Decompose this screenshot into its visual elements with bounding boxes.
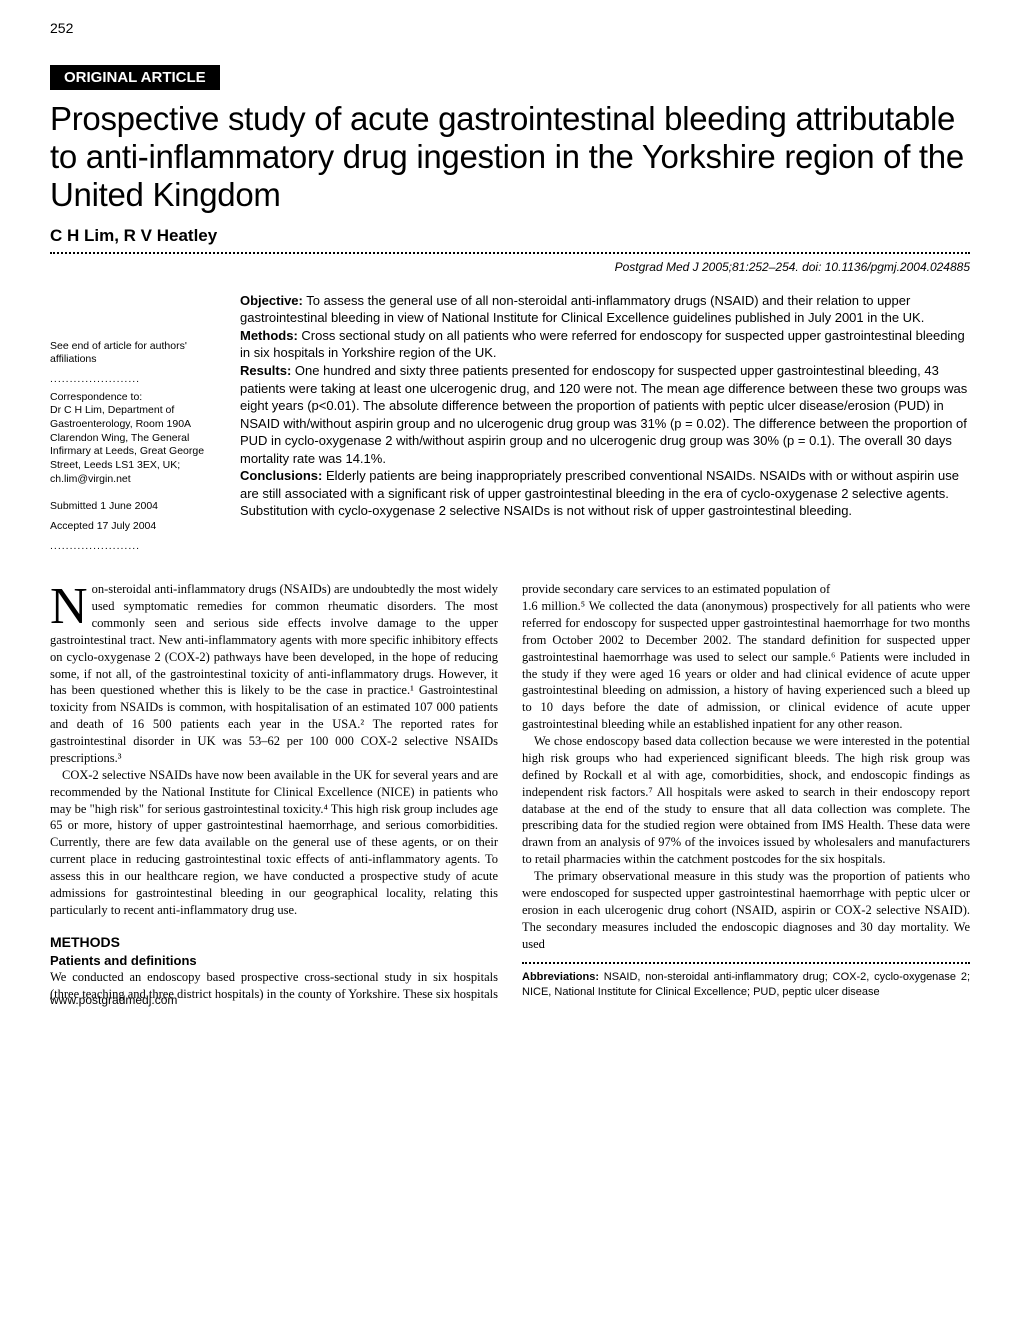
abstract: Objective: To assess the general use of … [240,292,970,557]
methods-label: Methods: [240,328,298,343]
paragraph: COX-2 selective NSAIDs have now been ava… [50,767,498,919]
abbreviations-label: Abbreviations: [522,971,599,983]
sidebar-dots: ....................... [50,540,220,554]
article-type-tag: ORIGINAL ARTICLE [50,65,220,90]
correspondence-body: Dr C H Lim, Department of Gastroenterolo… [50,404,204,484]
affiliation-note: See end of article for authors' affiliat… [50,340,220,367]
footer-url: www.postgradmedj.com [50,993,177,1007]
page-number: 252 [50,20,73,36]
divider-dots [50,252,970,254]
objective-label: Objective: [240,293,303,308]
submitted-date: Submitted 1 June 2004 [50,500,220,514]
conclusions-label: Conclusions: [240,468,322,483]
paragraph: The primary observational measure in thi… [522,868,970,952]
paragraph: 1.6 million.⁵ We collected the data (ano… [522,598,970,733]
methods-text: Cross sectional study on all patients wh… [240,328,965,361]
header-grid: See end of article for authors' affiliat… [50,292,970,557]
vertical-citation: Postgrad Med J: first published as 10.11… [1000,0,1012,100]
conclusions-text: Elderly patients are being inappropriate… [240,468,959,518]
abbreviations-box: Abbreviations: NSAID, non-steroidal anti… [522,962,970,999]
results-text: One hundred and sixty three patients pre… [240,363,967,466]
paragraph: We chose endoscopy based data collection… [522,733,970,868]
paragraph: Non-steroidal anti-inflammatory drugs (N… [50,581,498,767]
results-label: Results: [240,363,291,378]
objective-text: To assess the general use of all non-ste… [240,293,924,326]
article-title: Prospective study of acute gastrointesti… [50,100,970,214]
patients-definitions-heading: Patients and definitions [50,952,498,970]
body-text: Non-steroidal anti-inflammatory drugs (N… [50,581,970,1003]
article-sidebar: See end of article for authors' affiliat… [50,292,220,557]
correspondence-label: Correspondence to: [50,391,142,403]
methods-heading: METHODS [50,933,498,952]
authors: C H Lim, R V Heatley [50,226,970,246]
dropcap: N [50,581,92,629]
p1-text: on-steroidal anti-inflammatory drugs (NS… [50,582,498,765]
sidebar-dots: ....................... [50,373,220,387]
accepted-date: Accepted 17 July 2004 [50,520,220,534]
journal-citation: Postgrad Med J 2005;81:252–254. doi: 10.… [50,260,970,274]
correspondence-block: Correspondence to: Dr C H Lim, Departmen… [50,391,220,486]
